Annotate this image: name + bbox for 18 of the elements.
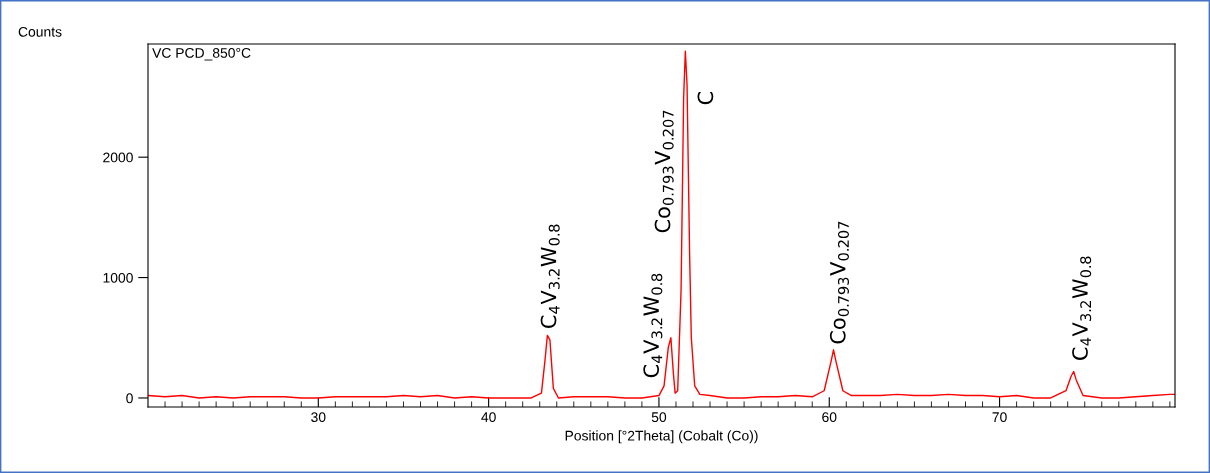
annotation: C$_{4}$V$_{3.2}$W$_{0.8}$ xyxy=(643,273,663,378)
annotation: C xyxy=(697,91,714,105)
x-tick-label: 40 xyxy=(481,412,496,423)
y-axis-title: Counts xyxy=(18,26,62,37)
y-tick-label: 0 xyxy=(126,393,133,404)
line-series xyxy=(148,50,1175,399)
annotation: Co$_{0.793}$V$_{0.207}$ xyxy=(829,221,849,344)
y-tick-label: 2000 xyxy=(103,152,133,163)
annotation: C$_{4}$V$_{3.2}$W$_{0.8}$ xyxy=(1072,256,1092,360)
x-axis-title: Position [°2Theta] (Cobalt (Co)) xyxy=(565,430,758,444)
annotation: Co$_{0.793}$V$_{0.207}$ xyxy=(654,110,674,233)
y-tick-label: 1000 xyxy=(103,272,133,283)
x-tick-label: 60 xyxy=(822,412,837,423)
x-tick-label: 50 xyxy=(651,412,667,423)
x-tick-label: 30 xyxy=(311,412,326,423)
x-tick-label: 70 xyxy=(992,412,1007,423)
annotation: C$_{4}$V$_{3.2}$W$_{0.8}$ xyxy=(540,224,560,328)
annotation: VC PCD_850°C xyxy=(152,48,251,61)
